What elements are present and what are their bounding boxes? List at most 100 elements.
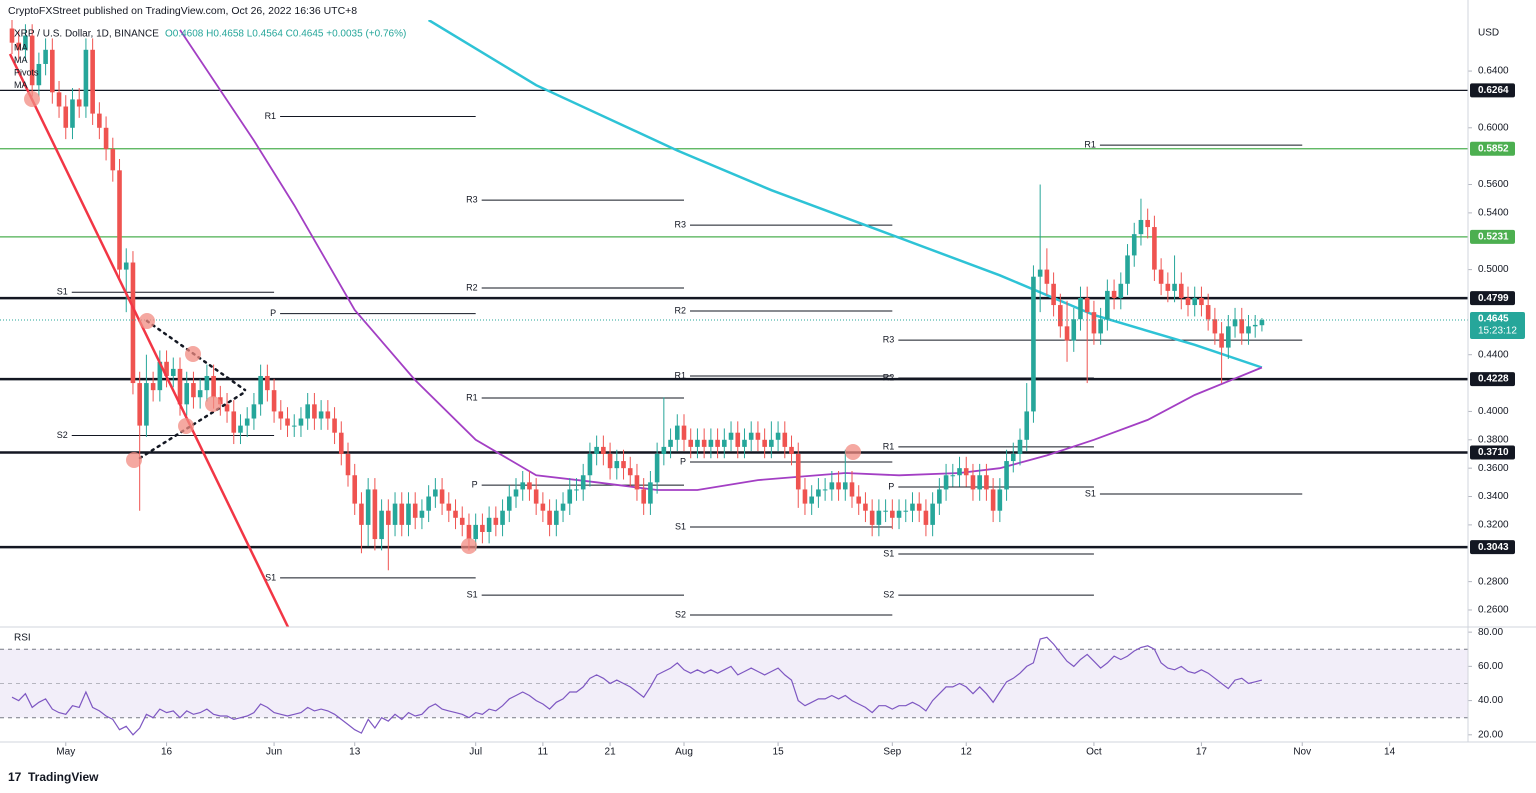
pivot-label: P xyxy=(270,308,276,318)
candle-body xyxy=(130,262,136,384)
candle-body xyxy=(836,482,841,490)
candle-body xyxy=(184,383,190,405)
candle-body xyxy=(63,106,69,128)
level-label-bg xyxy=(1470,372,1515,387)
ohlc: O0.4608 H0.4658 L0.4564 C0.4645 +0.0035 … xyxy=(165,29,406,40)
candle-body xyxy=(426,496,431,511)
candle-body xyxy=(244,418,250,426)
candle-body xyxy=(963,468,969,476)
candle-body xyxy=(359,503,364,525)
candle-body xyxy=(782,432,788,447)
legend-item: MA xyxy=(14,80,28,90)
triangle-upper xyxy=(145,319,247,392)
level-label-bg xyxy=(1470,229,1515,244)
y-tick-label: 0.2800 xyxy=(1478,576,1509,587)
x-tick-label: Aug xyxy=(675,747,693,758)
axis-unit: USD xyxy=(1478,28,1499,39)
candle-body xyxy=(150,383,156,391)
y-tick-label: 0.2600 xyxy=(1478,605,1509,616)
candle-body xyxy=(506,496,512,511)
candle-body xyxy=(419,510,425,518)
candle-body xyxy=(540,503,546,511)
candle-body xyxy=(634,475,640,490)
candle-body xyxy=(1172,283,1177,291)
candle-body xyxy=(285,418,290,426)
candle-body xyxy=(191,383,196,398)
candle-body xyxy=(459,517,465,525)
candle-body xyxy=(802,489,808,504)
rsi-tick-label: 80.00 xyxy=(1478,627,1503,638)
candle-body xyxy=(607,453,613,469)
candle-body xyxy=(903,510,909,512)
candle-body xyxy=(446,503,452,511)
pivot-label: S1 xyxy=(1085,488,1096,498)
candle-body xyxy=(137,383,142,426)
level-label: 0.3710 xyxy=(1478,447,1509,458)
candle-body xyxy=(305,404,310,419)
candle-body xyxy=(1098,319,1103,334)
candle-body xyxy=(43,49,48,64)
candle-body xyxy=(769,439,774,447)
level-label: 0.6264 xyxy=(1478,85,1509,96)
candle-body xyxy=(984,475,989,490)
candle-body xyxy=(795,453,801,490)
candle-body xyxy=(177,368,183,405)
candle-body xyxy=(36,63,42,86)
candle-body xyxy=(1219,333,1224,348)
candle-body xyxy=(338,432,344,454)
symbol: XRP / U.S. Dollar, 1D, BINANCE xyxy=(14,29,159,40)
candle-body xyxy=(621,461,626,469)
candle-body xyxy=(896,510,902,518)
y-tick-label: 0.4400 xyxy=(1478,349,1509,360)
candle-body xyxy=(318,411,324,419)
candle-body xyxy=(722,439,727,447)
candle-body xyxy=(278,411,284,419)
candle-body xyxy=(648,482,653,504)
candle-body xyxy=(392,503,398,525)
candle-body xyxy=(641,489,646,504)
candle-body xyxy=(842,482,848,490)
candle-body xyxy=(70,99,75,128)
candle-body xyxy=(1078,297,1083,320)
legend-item: MA xyxy=(14,55,28,65)
level-label: 0.4799 xyxy=(1478,293,1509,304)
candle-body xyxy=(110,149,116,171)
candle-body xyxy=(695,439,700,447)
candle-body xyxy=(97,113,102,128)
candle-body xyxy=(997,489,1003,511)
level-label-bg xyxy=(1470,540,1515,555)
pivot-label: S1 xyxy=(265,572,276,582)
candle-body xyxy=(527,482,532,490)
candle-body xyxy=(345,453,351,476)
candle-body xyxy=(533,489,539,504)
candle-body xyxy=(1178,283,1184,298)
candle-body xyxy=(123,262,129,270)
y-tick-label: 0.3600 xyxy=(1478,463,1509,474)
candle-body xyxy=(1131,234,1137,256)
candle-body xyxy=(910,503,915,511)
candle-body xyxy=(29,35,35,86)
candle-body xyxy=(890,510,895,518)
candle-body xyxy=(372,489,378,540)
pivot-label: P xyxy=(472,480,478,490)
candle-body xyxy=(1037,269,1043,277)
candle-body xyxy=(674,425,680,440)
candle-body xyxy=(567,489,573,504)
candle-body xyxy=(144,383,149,426)
candle-body xyxy=(480,524,485,532)
pivot-label: R3 xyxy=(883,334,895,344)
candle-body xyxy=(238,425,243,433)
candle-body xyxy=(164,361,169,376)
candle-body xyxy=(728,432,734,440)
candle-body xyxy=(762,439,767,447)
candle-body xyxy=(829,482,835,490)
highlight xyxy=(24,91,40,107)
candle-body xyxy=(453,510,458,518)
candle-body xyxy=(990,489,996,511)
candle-body xyxy=(224,404,230,412)
candle-body xyxy=(708,439,714,447)
pivot-label: S2 xyxy=(57,430,68,440)
pivot-label: R2 xyxy=(466,282,478,292)
candle-body xyxy=(809,496,814,504)
